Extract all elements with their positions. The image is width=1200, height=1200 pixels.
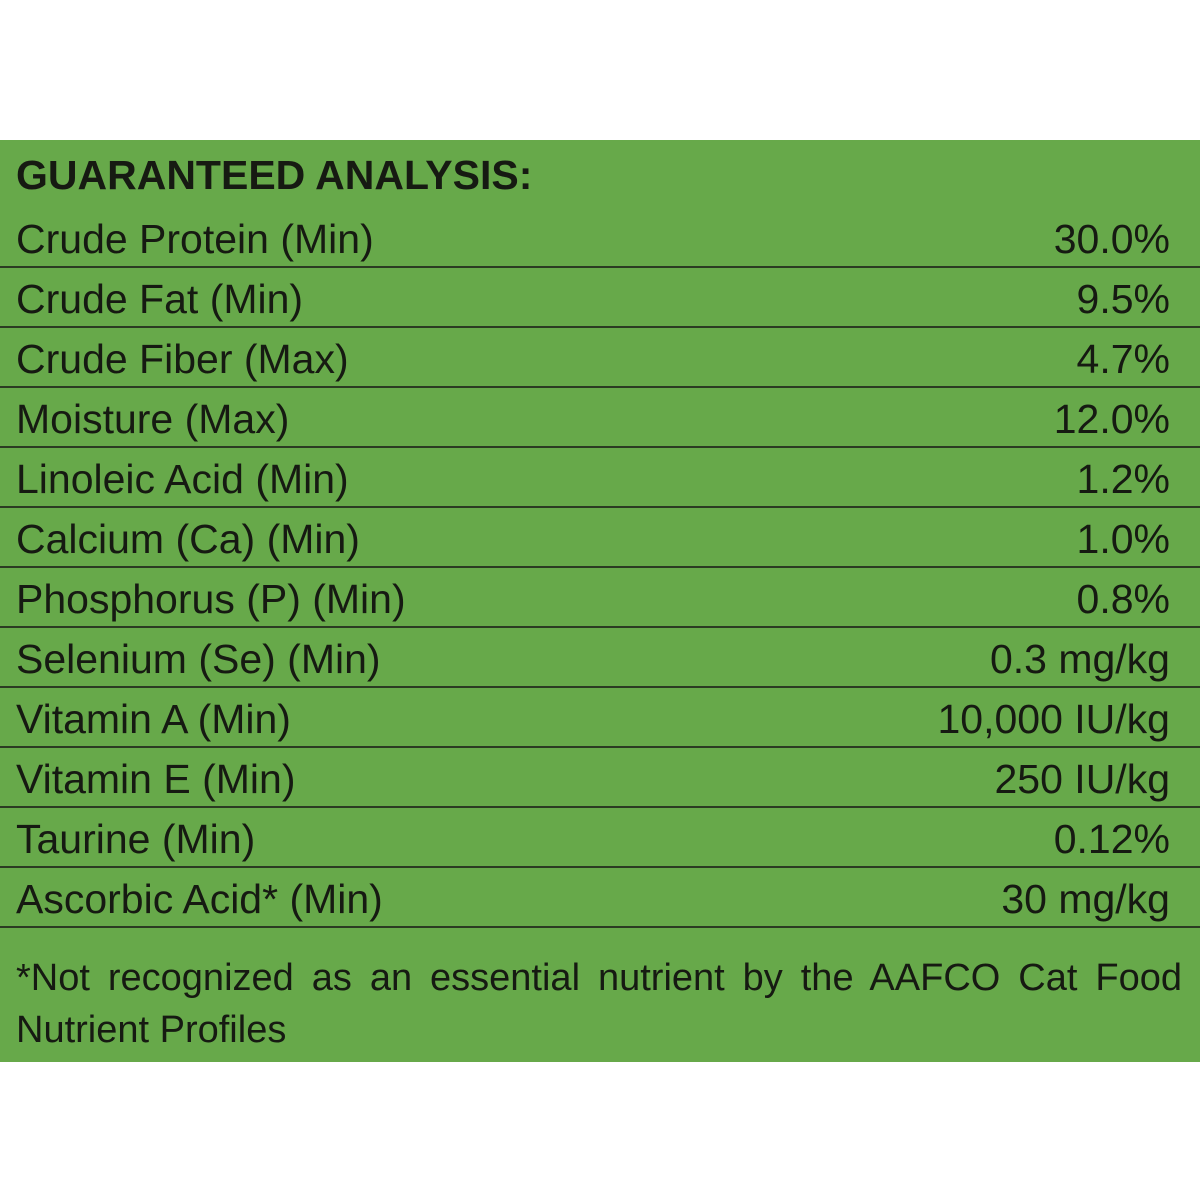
nutrient-name: Ascorbic Acid* (Min): [16, 876, 383, 922]
nutrient-name: Selenium (Se) (Min): [16, 636, 381, 682]
nutrient-name: Crude Protein (Min): [16, 216, 374, 262]
nutrient-name: Phosphorus (P) (Min): [16, 576, 406, 622]
nutrient-value: 30 mg/kg: [1001, 876, 1170, 922]
row: Vitamin A (Min) 10,000 IU/kg: [0, 688, 1200, 748]
row: Vitamin E (Min) 250 IU/kg: [0, 748, 1200, 808]
nutrient-name: Moisture (Max): [16, 396, 290, 442]
row: Crude Fiber (Max) 4.7%: [0, 328, 1200, 388]
nutrient-name: Calcium (Ca) (Min): [16, 516, 360, 562]
nutrient-name: Vitamin A (Min): [16, 696, 291, 742]
nutrient-value: 0.8%: [1076, 576, 1170, 622]
row: Ascorbic Acid* (Min) 30 mg/kg: [0, 868, 1200, 928]
nutrient-value: 12.0%: [1053, 396, 1170, 442]
nutrient-name: Taurine (Min): [16, 816, 256, 862]
nutrient-value: 30.0%: [1053, 216, 1170, 262]
row: Calcium (Ca) (Min) 1.0%: [0, 508, 1200, 568]
row: Moisture (Max) 12.0%: [0, 388, 1200, 448]
nutrient-name: Crude Fiber (Max): [16, 336, 349, 382]
nutrient-value: 4.7%: [1076, 336, 1170, 382]
nutrient-name: Vitamin E (Min): [16, 756, 296, 802]
row: Taurine (Min) 0.12%: [0, 808, 1200, 868]
nutrient-name: Linoleic Acid (Min): [16, 456, 349, 502]
title: GUARANTEED ANALYSIS:: [16, 152, 533, 198]
row: Linoleic Acid (Min) 1.2%: [0, 448, 1200, 508]
row: Crude Fat (Min) 9.5%: [0, 268, 1200, 328]
nutrient-value: 9.5%: [1076, 276, 1170, 322]
nutrient-value: 1.2%: [1076, 456, 1170, 502]
footnote: *Not recognized as an essential nutrient…: [16, 957, 1182, 1051]
nutrient-value: 250 IU/kg: [994, 756, 1171, 802]
row: Selenium (Se) (Min) 0.3 mg/kg: [0, 628, 1200, 688]
nutrient-value: 10,000 IU/kg: [937, 696, 1171, 742]
row: Crude Protein (Min) 30.0%: [0, 208, 1200, 268]
nutrient-value: 0.3 mg/kg: [989, 636, 1170, 682]
nutrient-name: Crude Fat (Min): [16, 276, 304, 322]
row: Phosphorus (P) (Min) 0.8%: [0, 568, 1200, 628]
analysis-panel: [0, 140, 1200, 1062]
nutrient-value: 0.12%: [1053, 816, 1170, 862]
nutrient-value: 1.0%: [1076, 516, 1170, 562]
